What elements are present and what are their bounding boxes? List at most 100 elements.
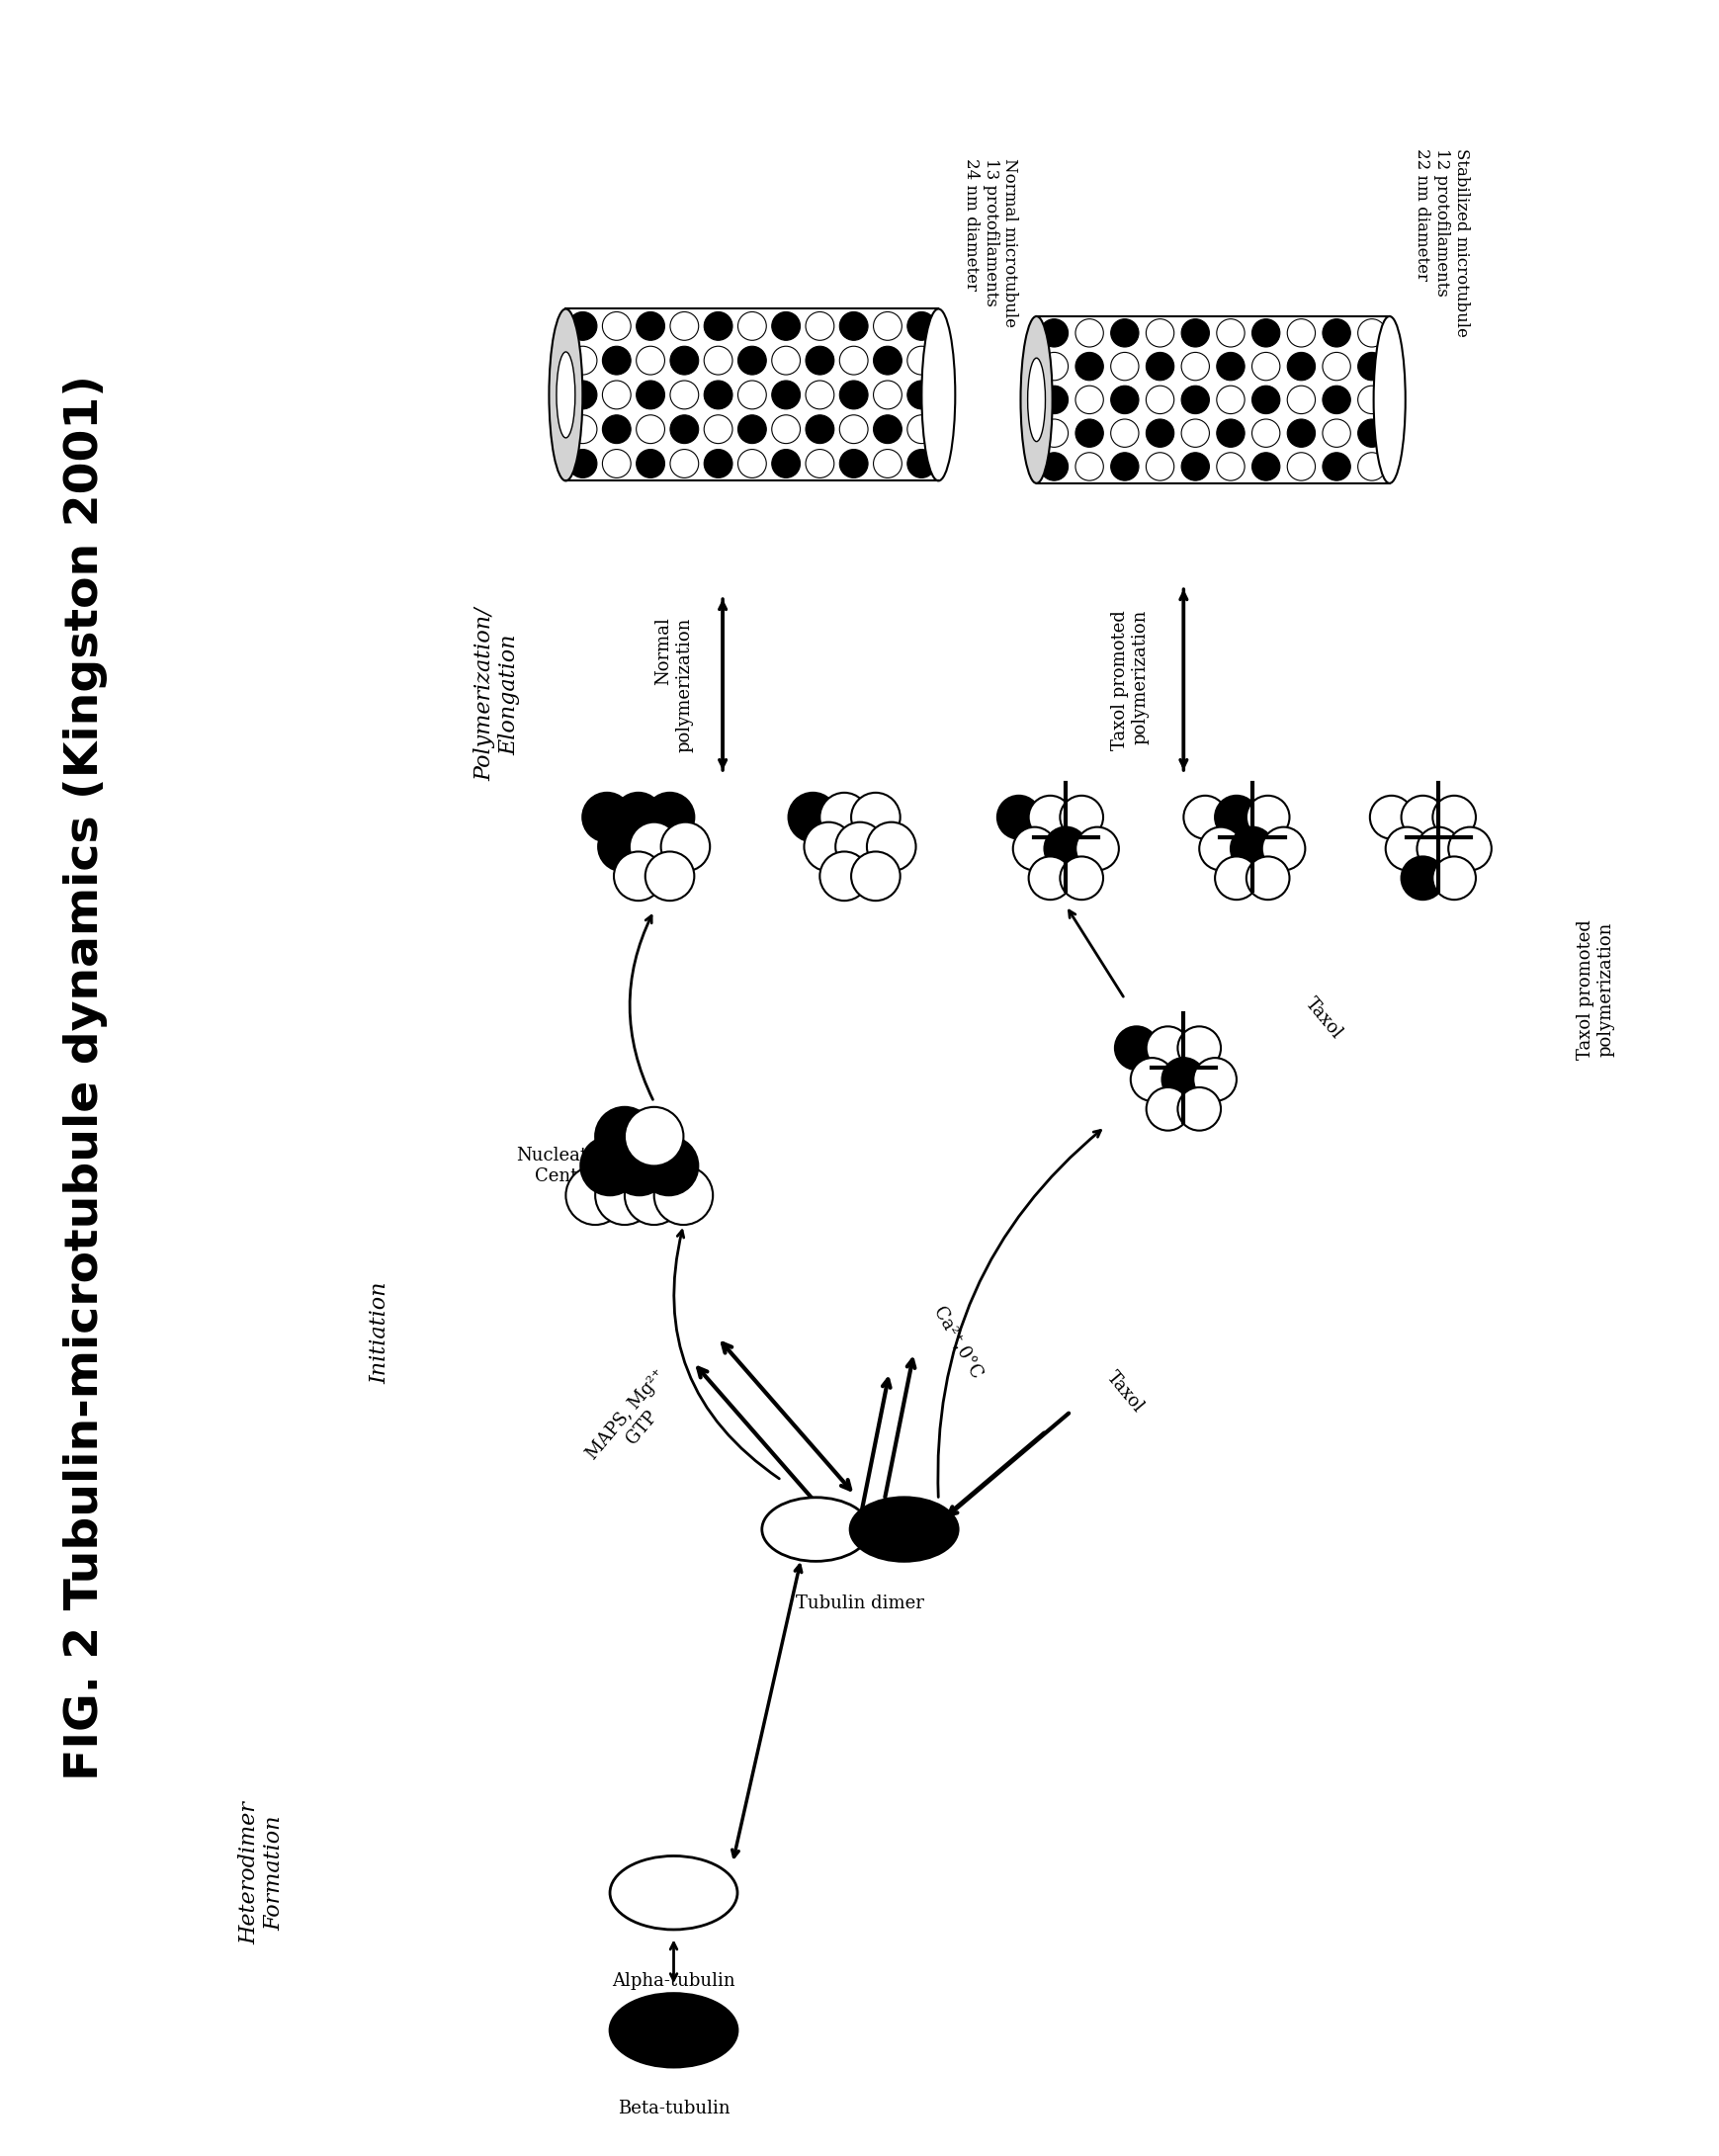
Circle shape — [737, 448, 767, 479]
Circle shape — [636, 313, 665, 341]
Circle shape — [873, 414, 902, 444]
Circle shape — [1358, 453, 1386, 481]
Ellipse shape — [851, 1498, 957, 1561]
Circle shape — [636, 414, 665, 444]
Circle shape — [1110, 319, 1138, 347]
Text: Taxol promoted
polymerization: Taxol promoted polymerization — [1110, 610, 1150, 750]
Text: Normal
polymerization: Normal polymerization — [655, 617, 693, 752]
Circle shape — [1288, 351, 1315, 379]
Circle shape — [1358, 386, 1386, 414]
Circle shape — [1358, 418, 1386, 446]
Circle shape — [1370, 796, 1413, 839]
Circle shape — [839, 347, 868, 375]
Circle shape — [851, 852, 901, 901]
Circle shape — [1246, 796, 1289, 839]
Circle shape — [806, 414, 834, 444]
Circle shape — [1181, 386, 1210, 414]
Ellipse shape — [610, 1994, 737, 2068]
Circle shape — [1076, 828, 1119, 871]
Circle shape — [670, 448, 698, 479]
Circle shape — [645, 852, 694, 901]
Circle shape — [1147, 1026, 1190, 1069]
Circle shape — [653, 1166, 713, 1225]
Circle shape — [806, 347, 834, 375]
Circle shape — [839, 313, 868, 341]
Circle shape — [851, 793, 901, 841]
Circle shape — [1246, 856, 1289, 899]
Circle shape — [1147, 386, 1174, 414]
Circle shape — [583, 793, 631, 841]
Circle shape — [1147, 418, 1174, 446]
Circle shape — [737, 347, 767, 375]
Text: Alpha-tubulin: Alpha-tubulin — [612, 1973, 736, 1990]
Circle shape — [1322, 319, 1351, 347]
Circle shape — [1401, 856, 1444, 899]
Text: Stabilized microtubule
12 protofilaments
22 nm diameter: Stabilized microtubule 12 protofilaments… — [1415, 149, 1470, 336]
Circle shape — [1040, 418, 1067, 446]
Circle shape — [1110, 386, 1138, 414]
Circle shape — [1432, 856, 1477, 899]
Ellipse shape — [1021, 317, 1052, 483]
Text: Tubulin dimer: Tubulin dimer — [796, 1593, 925, 1613]
Circle shape — [614, 852, 664, 901]
Circle shape — [1184, 796, 1227, 839]
Circle shape — [569, 414, 596, 444]
Ellipse shape — [557, 351, 576, 438]
Circle shape — [908, 347, 935, 375]
Circle shape — [873, 382, 902, 410]
Text: Initiation: Initiation — [368, 1281, 390, 1384]
Circle shape — [629, 821, 679, 871]
Circle shape — [636, 448, 665, 479]
Circle shape — [908, 414, 935, 444]
Text: Ca²⁺,0°C: Ca²⁺,0°C — [930, 1304, 985, 1382]
Circle shape — [602, 448, 631, 479]
Circle shape — [1045, 828, 1088, 871]
Circle shape — [908, 382, 935, 410]
Circle shape — [772, 382, 801, 410]
Ellipse shape — [921, 308, 956, 481]
Circle shape — [705, 347, 732, 375]
Circle shape — [1181, 319, 1210, 347]
Circle shape — [1432, 796, 1477, 839]
Circle shape — [772, 347, 801, 375]
Circle shape — [595, 1166, 653, 1225]
Circle shape — [1200, 828, 1243, 871]
Circle shape — [1217, 351, 1245, 379]
Circle shape — [598, 821, 646, 871]
Circle shape — [1288, 386, 1315, 414]
Circle shape — [1028, 796, 1073, 839]
Text: Taxol: Taxol — [1301, 994, 1346, 1044]
Circle shape — [1401, 796, 1444, 839]
Circle shape — [908, 313, 935, 341]
Circle shape — [1116, 1026, 1159, 1069]
Text: Taxol promoted
polymerization: Taxol promoted polymerization — [1576, 918, 1614, 1059]
Circle shape — [602, 382, 631, 410]
Circle shape — [772, 313, 801, 341]
Circle shape — [1131, 1059, 1174, 1102]
Circle shape — [1251, 418, 1281, 446]
Circle shape — [1181, 351, 1210, 379]
Circle shape — [1322, 351, 1351, 379]
Text: Polymerization/
Elongation: Polymerization/ Elongation — [474, 608, 521, 780]
Circle shape — [820, 793, 868, 841]
Circle shape — [645, 793, 694, 841]
Circle shape — [1251, 453, 1281, 481]
Circle shape — [1358, 319, 1386, 347]
Circle shape — [705, 448, 732, 479]
Circle shape — [1040, 386, 1067, 414]
Circle shape — [1322, 453, 1351, 481]
Circle shape — [636, 347, 665, 375]
Circle shape — [602, 347, 631, 375]
Circle shape — [595, 1106, 653, 1166]
Circle shape — [1110, 418, 1138, 446]
Circle shape — [737, 382, 767, 410]
Circle shape — [1076, 418, 1104, 446]
Circle shape — [1251, 386, 1281, 414]
Circle shape — [581, 1136, 639, 1194]
Circle shape — [835, 821, 885, 871]
Circle shape — [1076, 386, 1104, 414]
Circle shape — [566, 1166, 624, 1225]
Circle shape — [660, 821, 710, 871]
Circle shape — [1076, 319, 1104, 347]
Text: Beta-tubulin: Beta-tubulin — [617, 2100, 731, 2117]
